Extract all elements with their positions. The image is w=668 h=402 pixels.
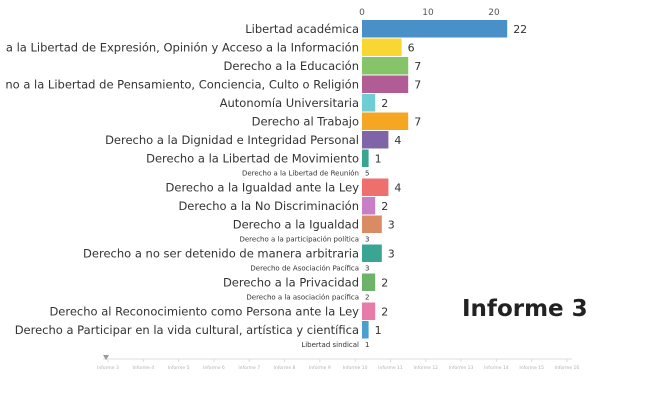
category-label: a la Libertad de Expresión, Opinión y Ac… — [6, 40, 359, 54]
bar — [362, 302, 376, 320]
value-label: 2 — [381, 200, 388, 213]
x-tick-label: 10 — [422, 8, 434, 18]
value-label: 3 — [388, 247, 395, 260]
category-label: Derecho a la Educación — [224, 59, 359, 73]
bar — [362, 149, 369, 167]
x-tick-label: 20 — [488, 8, 500, 18]
category-label: Libertad académica — [245, 22, 359, 36]
timeline-label[interactable]: Informe 15 — [519, 365, 544, 371]
value-label: 6 — [408, 41, 415, 54]
timeline-label[interactable]: Informe 3 — [97, 365, 119, 371]
timeline-label[interactable]: Informe 13 — [449, 365, 474, 371]
category-label: Autonomía Universitaria — [220, 96, 359, 110]
category-label: Derecho a Participar en la vida cultural… — [15, 323, 359, 337]
bar — [362, 178, 389, 196]
category-label: Derecho a la participación política — [239, 235, 359, 243]
value-label: 3 — [388, 218, 395, 231]
value-label: 1 — [375, 324, 382, 337]
value-label: 2 — [381, 305, 388, 318]
timeline-marker-icon[interactable] — [103, 355, 109, 360]
category-label: Derecho de Asociación Pacífica — [250, 264, 359, 272]
timeline-label[interactable]: Informe 7 — [238, 365, 260, 371]
bar — [362, 197, 376, 215]
category-label: Derecho a la Privacidad — [223, 275, 359, 289]
x-tick-label: 0 — [359, 8, 365, 18]
bar — [362, 273, 376, 291]
timeline-label[interactable]: Informe 11 — [378, 365, 403, 371]
value-label: 7 — [414, 60, 421, 73]
bar — [362, 94, 376, 112]
bar — [362, 57, 409, 75]
category-label: no a la Libertad de Pensamiento, Concien… — [5, 77, 359, 91]
bar — [362, 75, 409, 93]
bar — [362, 112, 409, 130]
value-label: 4 — [394, 181, 401, 194]
category-label: Derecho al Reconocimiento como Persona a… — [49, 304, 359, 318]
bar — [362, 321, 369, 339]
value-label: 3 — [365, 235, 369, 243]
timeline-label[interactable]: Informe 6 — [203, 365, 225, 371]
category-label: Derecho a la Libertad de Reunión — [242, 169, 359, 177]
category-label: Derecho a la Igualdad — [233, 217, 359, 231]
value-label: 1 — [365, 341, 369, 349]
bar — [362, 38, 402, 56]
category-label: Derecho a no ser detenido de manera arbi… — [83, 246, 359, 260]
value-label: 3 — [365, 264, 369, 272]
value-label: 7 — [414, 78, 421, 91]
timeline-label[interactable]: Informe 12 — [413, 365, 438, 371]
timeline-label[interactable]: Informe 9 — [309, 365, 331, 371]
category-label: Derecho al Trabajo — [252, 114, 359, 128]
category-label: Derecho a la Dignidad e Integridad Perso… — [105, 133, 359, 147]
category-label: Derecho a la Igualdad ante la Ley — [166, 180, 360, 194]
timeline-label[interactable]: Informe 4 — [132, 365, 154, 371]
value-label: 2 — [381, 97, 388, 110]
timeline-label[interactable]: Informe 16 — [555, 365, 580, 371]
timeline-label[interactable]: Informe 14 — [484, 365, 509, 371]
value-label: 2 — [365, 293, 369, 301]
report-title: Informe 3 — [462, 296, 588, 322]
category-label: Derecho a la No Discriminación — [178, 199, 359, 213]
timeline-label[interactable]: Informe 5 — [168, 365, 190, 371]
value-label: 5 — [365, 169, 369, 177]
category-label: Derecho a la Libertad de Movimiento — [146, 151, 359, 165]
bar — [362, 20, 508, 38]
value-label: 1 — [375, 152, 382, 165]
value-label: 22 — [513, 23, 527, 36]
category-label: Derecho a la asociación pacífica — [246, 293, 359, 301]
value-label: 2 — [381, 276, 388, 289]
bar — [362, 215, 382, 233]
timeline-label[interactable]: Informe 8 — [274, 365, 296, 371]
timeline-label[interactable]: Informe 10 — [343, 365, 368, 371]
bar — [362, 244, 382, 262]
value-label: 4 — [394, 134, 401, 147]
value-label: 7 — [414, 115, 421, 128]
category-label: Libertad sindical — [301, 341, 359, 349]
bar — [362, 131, 389, 149]
